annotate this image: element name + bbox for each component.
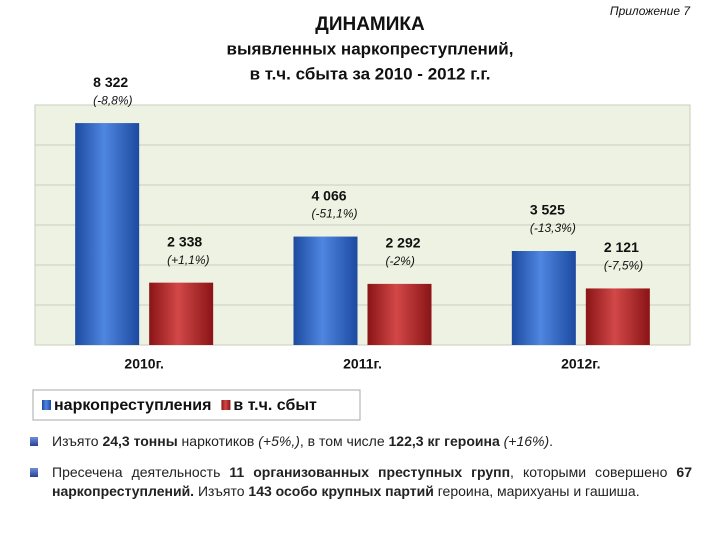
value-label: 2 121 [604, 239, 639, 255]
text-run: (+5%,) [258, 433, 300, 449]
text-run: Изъято [194, 483, 249, 499]
appendix: Приложение 7 [610, 4, 691, 18]
chart: Приложение 7 ДИНАМИКА выявленных наркопре… [32, 4, 691, 421]
change-label: (-2%) [386, 254, 415, 268]
text-run: наркотиков [177, 433, 259, 449]
text-run: , которыми совершено [510, 464, 677, 480]
value-label: 4 066 [312, 187, 347, 203]
text-run: Пресечена деятельность [52, 464, 230, 480]
legend-label: в т.ч. сбыт [233, 397, 317, 414]
bullet: Пресечена деятельность 11 организованных… [30, 463, 692, 501]
text-run: Изъято [52, 433, 103, 449]
bar [293, 236, 358, 345]
value-label: 2 338 [167, 233, 202, 249]
text-run: 143 особо крупных партий [248, 483, 434, 499]
text-run: 67 наркопреступлений. [52, 464, 692, 499]
value-label: 8 322 [93, 74, 128, 90]
change-label: (-51,1%) [312, 207, 358, 221]
text-run: (+16%) [503, 433, 550, 449]
change-label: (-13,3%) [530, 221, 576, 235]
change-label: (-7,5%) [604, 259, 643, 273]
change-label: (-8,8%) [93, 93, 132, 107]
text-run: героина, марихуаны и гашиша. [433, 483, 640, 499]
text-run: , в том числе [299, 433, 389, 449]
bar [149, 282, 214, 345]
legend-swatch [42, 400, 51, 410]
legend-label: наркопреступления [54, 397, 211, 414]
bar [75, 123, 140, 345]
x-tick-label: 2011г. [343, 356, 382, 372]
text-run: 24,3 тонны [102, 433, 178, 449]
text-run: 122,3 кг героина [388, 433, 504, 449]
legend [32, 389, 361, 421]
legend-swatch [221, 400, 231, 410]
bar [585, 288, 650, 345]
chart-title: в т.ч. сбыта за 2010 - 2012 г.г. [250, 64, 491, 83]
bar [367, 283, 432, 345]
x-tick-label: 2012г. [561, 356, 600, 372]
bar [511, 251, 576, 345]
x-tick-label: 2010г. [124, 356, 163, 372]
chart-title: ДИНАМИКА [315, 14, 425, 35]
bullet: Изъято 24,3 тонны наркотиков (+5%,), в т… [30, 432, 692, 451]
chart-title: выявленных наркопреступлений, [227, 39, 514, 58]
change-label: (+1,1%) [167, 253, 209, 267]
value-label: 2 292 [386, 235, 421, 251]
value-label: 3 525 [530, 202, 565, 218]
text-run: 11 организованных преступных групп [229, 464, 511, 480]
text-run: . [549, 433, 554, 449]
